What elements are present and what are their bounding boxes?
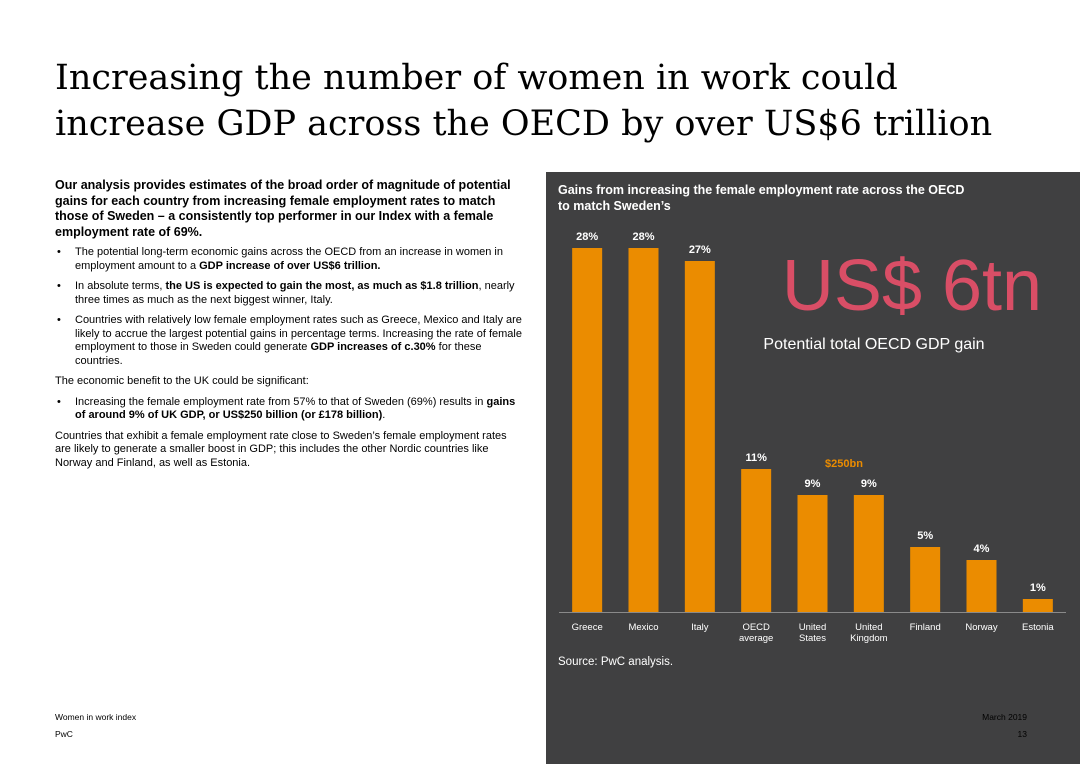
analysis-text: Our analysis provides estimates of the b… <box>55 178 525 477</box>
footer-date: March 2019 <box>982 712 1027 722</box>
source-note: Source: PwC analysis. <box>558 656 674 668</box>
category-label: Norway <box>965 622 997 633</box>
category-label: average <box>739 633 773 644</box>
category-label: Italy <box>691 622 709 633</box>
bullet-text-end: for these countries. <box>75 341 482 367</box>
bar <box>1022 599 1053 612</box>
bar-value-label: 28% <box>632 231 654 243</box>
footer-brand: PwC <box>55 729 73 739</box>
footer-report-name: Women in work index <box>55 712 137 722</box>
category-label: Kingdom <box>850 633 888 644</box>
chart-title: Gains from increasing the female employm… <box>558 183 965 213</box>
bar <box>628 248 659 612</box>
category-label: States <box>799 633 826 644</box>
bullet-emphasis: GDP increase of over US$6 trillion. <box>199 259 381 272</box>
bar-value-label: 27% <box>689 244 711 256</box>
bar-chart: 28% Greece 28% Mexico 27% Italy 11% OECDaverage… <box>559 231 1066 644</box>
category-label: United <box>855 622 882 633</box>
bullet-list-oecd: The potential long-term economic gains a… <box>55 246 525 368</box>
big-number-caption: Potential total OECD GDP gain <box>763 336 985 353</box>
bullet-emphasis: gains of around 9% of UK GDP, or US$250 … <box>75 395 516 422</box>
big-number: US$ 6tn <box>781 246 1043 326</box>
bullet-item: Countries with relatively low female emp… <box>55 314 525 368</box>
category-label: Finland <box>910 622 941 633</box>
uk-intro: The economic benefit to the UK could be … <box>55 375 309 387</box>
bullet-item: The potential long-term economic gains a… <box>55 246 525 273</box>
bullet-text: Countries with relatively low female emp… <box>75 314 522 353</box>
category-label: Mexico <box>628 622 658 633</box>
bar <box>572 248 603 612</box>
bar-value-label: 1% <box>1030 582 1046 594</box>
bar-value-label: 9% <box>805 478 821 490</box>
uk-annotation: $250bn <box>825 458 863 470</box>
bar-value-label: 9% <box>861 478 877 490</box>
bullet-emphasis: GDP increases of c.30% <box>310 341 436 353</box>
category-label: Greece <box>572 622 603 633</box>
bar <box>966 560 997 612</box>
bullet-emphasis: the US is expected to gain the most, as … <box>165 280 479 292</box>
category-label: Estonia <box>1022 622 1054 633</box>
bullet-item: In absolute terms, the US is expected to… <box>55 280 525 307</box>
bar-value-label: 4% <box>974 543 990 555</box>
bullet-list-uk: Increasing the female employment rate fr… <box>55 396 525 423</box>
bar-value-label: 5% <box>917 530 933 542</box>
bar <box>853 495 884 612</box>
bar <box>910 547 941 612</box>
bar <box>684 261 715 612</box>
footer-page-number: 13 <box>1017 729 1027 739</box>
bullet-text-end: , nearly three times as much as the next… <box>75 280 515 306</box>
bar <box>741 469 772 612</box>
bullet-text-end: . <box>382 409 386 421</box>
bullet-text: The potential long-term economic gains a… <box>75 246 503 272</box>
bullet-text: In absolute terms, <box>75 280 166 292</box>
bar-value-label: 28% <box>576 231 598 243</box>
category-label: OECD <box>742 622 770 633</box>
bullet-item: Increasing the female employment rate fr… <box>55 396 525 423</box>
bar-value-label: 11% <box>745 452 767 464</box>
closing-paragraph: Countries that exhibit a female employme… <box>55 429 507 469</box>
page-title: Increasing the number of women in work c… <box>55 58 993 144</box>
lead-paragraph: Our analysis provides estimates of the b… <box>55 178 511 239</box>
category-label: United <box>799 622 826 633</box>
chart-panel: Gains from increasing the female employm… <box>546 172 1080 764</box>
bar <box>797 495 828 612</box>
bullet-text: Increasing the female employment rate fr… <box>75 395 487 408</box>
